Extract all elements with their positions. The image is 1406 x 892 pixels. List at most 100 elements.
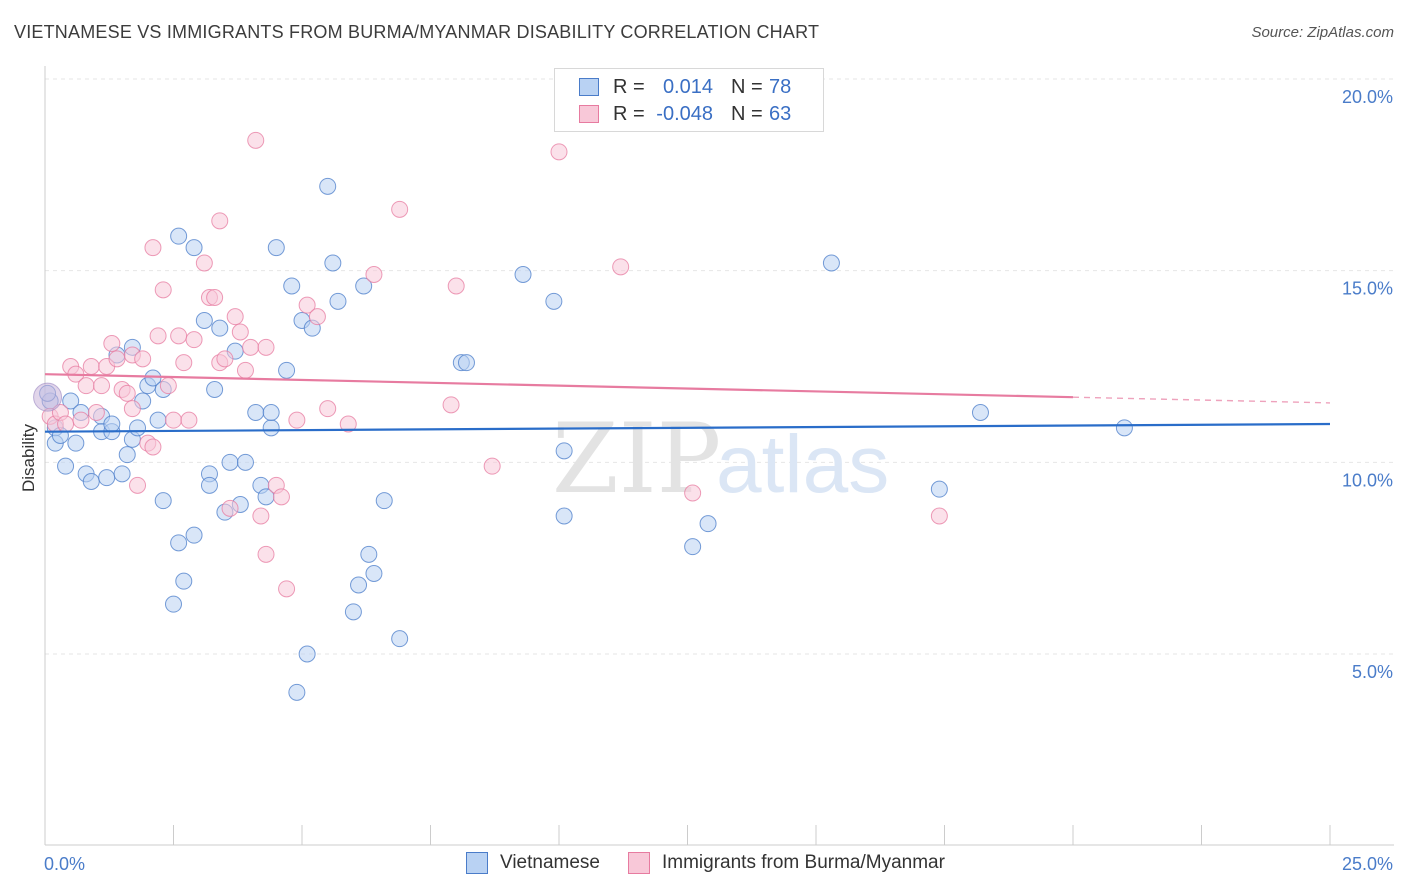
legend-row-burma: R = -0.048 N = 63: [579, 102, 791, 126]
chart-source: Source: ZipAtlas.com: [1251, 24, 1394, 41]
point-burma: [123, 400, 141, 418]
point-vietnamese: [149, 411, 167, 429]
point-vietnamese: [185, 526, 203, 544]
point-burma: [930, 507, 948, 525]
point-burma: [236, 361, 254, 379]
point-burma: [339, 415, 357, 433]
point-vietnamese: [170, 227, 188, 245]
point-burma: [319, 400, 337, 418]
point-vietnamese: [971, 404, 989, 421]
point-burma: [185, 331, 203, 349]
point-vietnamese: [514, 266, 532, 283]
point-vietnamese: [195, 312, 213, 329]
point-burma: [144, 438, 162, 456]
y-axis-label: Disability: [19, 423, 38, 492]
series-swatch-vietnamese: [466, 852, 488, 874]
axes: [44, 66, 1394, 846]
point-vietnamese: [283, 277, 301, 295]
point-burma: [288, 411, 306, 429]
point-vietnamese: [319, 177, 337, 195]
point-burma: [612, 258, 630, 276]
point-burma: [257, 545, 275, 563]
chart-title: VIETNAMESE VS IMMIGRANTS FROM BURMA/MYAN…: [14, 22, 820, 42]
point-vietnamese: [288, 683, 306, 701]
point-vietnamese: [350, 576, 368, 594]
point-vietnamese: [200, 476, 218, 494]
point-burma: [93, 377, 111, 395]
point-vietnamese: [185, 239, 203, 257]
point-burma: [365, 266, 383, 283]
point-burma: [149, 327, 167, 345]
point-vietnamese: [211, 319, 229, 337]
point-vietnamese: [262, 419, 280, 437]
trend-line-burma-dashed: [1072, 396, 1331, 404]
point-vietnamese: [344, 603, 362, 621]
point-vietnamese: [57, 457, 75, 475]
series-legend: Vietnamese Immigrants from Burma/Myanmar: [466, 852, 973, 874]
point-burma: [231, 323, 249, 341]
point-vietnamese: [165, 595, 182, 613]
legend-swatch-vietnamese: [579, 78, 599, 96]
point-vietnamese: [457, 354, 475, 372]
point-burma: [175, 354, 193, 372]
point-burma: [154, 281, 172, 299]
point-burma: [134, 350, 152, 368]
point-vietnamese: [103, 415, 121, 433]
x-tick-label: 0.0%: [44, 854, 85, 874]
tick-labels: 5.0% 10.0% 15.0% 20.0% 0.0% 25.0%: [44, 87, 1393, 874]
legend-row-vietnamese: R = 0.014 N = 78: [579, 75, 791, 99]
point-burma: [550, 143, 568, 161]
series-name-vietnamese: Vietnamese: [500, 852, 600, 873]
point-vietnamese: [555, 507, 573, 525]
point-burma: [87, 404, 105, 421]
point-vietnamese: [175, 572, 193, 590]
point-burma: [77, 377, 95, 395]
point-vietnamese: [822, 254, 840, 272]
point-vietnamese: [324, 254, 342, 272]
point-burma: [72, 411, 90, 429]
point-burma: [216, 350, 234, 368]
trend-line-vietnamese: [44, 422, 1331, 433]
point-vietnamese: [375, 492, 393, 510]
legend-n-label: N =: [731, 75, 763, 98]
y-tick-label: 10.0%: [1342, 470, 1393, 490]
point-burma: [57, 415, 75, 433]
point-burma: [82, 358, 100, 375]
point-vietnamese: [118, 446, 136, 464]
point-burma: [159, 377, 177, 395]
point-vietnamese: [360, 545, 378, 563]
point-burma: [206, 289, 224, 306]
series-legend-vietnamese: Vietnamese: [466, 852, 600, 874]
point-burma: [144, 239, 162, 257]
point-burma: [684, 484, 702, 502]
point-vietnamese: [298, 645, 316, 663]
point-vietnamese: [247, 404, 265, 421]
point-vietnamese: [391, 630, 409, 648]
point-vietnamese: [62, 392, 80, 410]
point-vietnamese: [154, 492, 172, 510]
x-tick-label: 25.0%: [1342, 854, 1393, 874]
y-tick-label: 20.0%: [1342, 87, 1393, 107]
point-overlap: [33, 382, 63, 412]
point-burma: [170, 327, 188, 345]
point-burma: [257, 338, 275, 356]
point-burma: [447, 277, 465, 295]
point-burma: [103, 335, 121, 352]
point-burma: [211, 212, 229, 230]
point-vietnamese: [129, 419, 147, 437]
point-vietnamese: [67, 434, 85, 452]
point-vietnamese: [206, 381, 224, 398]
point-vietnamese: [365, 565, 383, 582]
legend-r-value: 0.014: [662, 75, 713, 98]
point-vietnamese: [555, 442, 573, 460]
point-burma: [247, 131, 265, 149]
y-tick-label: 5.0%: [1352, 662, 1393, 682]
point-vietnamese: [267, 239, 285, 257]
point-vietnamese: [236, 453, 254, 471]
trend-line-burma: [44, 373, 1074, 399]
trend-lines: [44, 373, 1331, 433]
point-burma: [221, 499, 239, 517]
point-burma: [391, 200, 409, 218]
point-vietnamese: [699, 515, 717, 533]
